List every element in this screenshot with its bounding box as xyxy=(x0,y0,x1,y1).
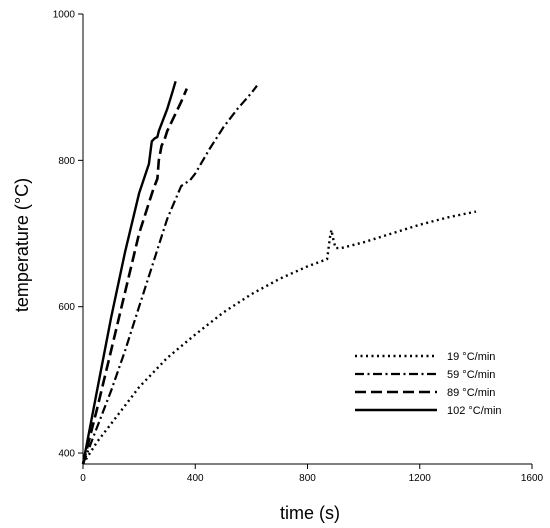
y-tick-label: 1000 xyxy=(53,10,76,21)
y-tick-label: 400 xyxy=(58,449,75,460)
y-tick-label: 600 xyxy=(58,302,75,313)
series-line-3 xyxy=(81,88,188,465)
legend-label: 89 °C/min xyxy=(447,387,495,399)
y-tick-label: 800 xyxy=(58,156,75,167)
series-line-1 xyxy=(81,210,477,465)
x-axis-title: time (s) xyxy=(280,503,340,523)
legend-label: 59 °C/min xyxy=(447,369,495,381)
series-line-4 xyxy=(81,80,177,465)
x-tick-label: 1600 xyxy=(521,473,544,484)
axes: 0 400 800 1200 1600 400 600 800 1000 xyxy=(53,10,544,485)
series-line-2 xyxy=(81,85,258,465)
y-axis-title: temperature (°C) xyxy=(12,178,32,312)
x-tick-label: 1200 xyxy=(409,473,432,484)
legend-label: 19 °C/min xyxy=(447,351,495,363)
legend: 19 °C/min 59 °C/min 89 °C/min 102 °C/min xyxy=(355,351,502,417)
plot-area xyxy=(81,80,477,465)
x-tick-label: 800 xyxy=(299,473,316,484)
x-tick-label: 400 xyxy=(187,473,204,484)
x-tick-label: 0 xyxy=(80,473,86,484)
legend-label: 102 °C/min xyxy=(447,405,502,417)
